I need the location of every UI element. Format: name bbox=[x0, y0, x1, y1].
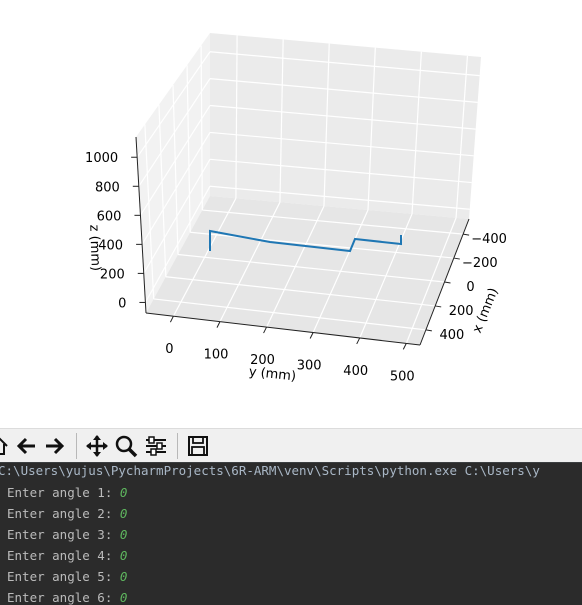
console-prompt-line: Enter angle 1: 0 bbox=[7, 482, 127, 503]
x-tick bbox=[425, 329, 432, 332]
console-prompt-line: Enter angle 5: 0 bbox=[7, 566, 127, 587]
prompt-text: Enter angle 5: bbox=[7, 569, 120, 584]
y-tick-label: 0 bbox=[165, 342, 173, 357]
console-prompt-line: Enter angle 2: 0 bbox=[7, 503, 127, 524]
console-prompt-line: Enter angle 4: 0 bbox=[7, 545, 127, 566]
back-pane-right bbox=[210, 33, 481, 219]
x-tick bbox=[444, 281, 451, 284]
prompt-input-value[interactable]: 0 bbox=[119, 485, 128, 500]
configure-subplots-button[interactable] bbox=[143, 432, 169, 460]
3d-plot[interactable]: 0 100 200 300 400 500 −400 −200 0 200 400 0 200 400 60… bbox=[0, 0, 582, 428]
y-tick-label: 400 bbox=[343, 364, 368, 379]
z-axis-label: z (mm) bbox=[86, 224, 103, 271]
console-prompt-line: Enter angle 6: 0 bbox=[7, 587, 127, 605]
y-tick bbox=[263, 326, 268, 334]
toolbar-separator bbox=[76, 433, 77, 459]
z-tick-label: 400 bbox=[98, 238, 123, 253]
series-line bbox=[209, 229, 402, 253]
prompt-text: Enter angle 2: bbox=[7, 506, 120, 521]
console-prompt-line: Enter angle 3: 0 bbox=[7, 524, 127, 545]
forward-button[interactable] bbox=[42, 432, 68, 460]
y-axis-label: y (mm) bbox=[248, 365, 297, 385]
forward-arrow-icon bbox=[46, 437, 65, 455]
y-tick-label: 100 bbox=[204, 348, 229, 363]
x-tick-label: 0 bbox=[466, 280, 474, 295]
x-tick-label: 200 bbox=[449, 304, 474, 319]
x-axis-label: x (mm) bbox=[470, 286, 502, 335]
y-tick-label: 200 bbox=[250, 353, 275, 368]
toolbar-separator bbox=[177, 433, 178, 459]
prompt-text: Enter angle 4: bbox=[7, 548, 120, 563]
zoom-button[interactable] bbox=[113, 432, 139, 460]
home-icon bbox=[0, 437, 8, 455]
x-tick bbox=[435, 305, 442, 308]
zoom-icon bbox=[115, 435, 138, 458]
console-command-line: C:\Users\yujus\PycharmProjects\6R-ARM\ve… bbox=[0, 463, 540, 478]
pan-icon bbox=[86, 435, 108, 457]
prompt-text: Enter angle 3: bbox=[7, 527, 120, 542]
back-arrow-icon bbox=[16, 437, 35, 455]
y-tick-label: 300 bbox=[297, 359, 322, 374]
z-tick-label: 800 bbox=[95, 180, 120, 195]
x-tick-label: −400 bbox=[471, 232, 507, 247]
x-tick-label: −200 bbox=[462, 256, 498, 271]
x-tick bbox=[453, 257, 460, 260]
prompt-input-value[interactable]: 0 bbox=[119, 548, 128, 563]
prompt-text: Enter angle 1: bbox=[7, 485, 120, 500]
y-tick bbox=[402, 343, 407, 350]
y-tick bbox=[309, 332, 314, 339]
back-button[interactable] bbox=[13, 432, 39, 460]
plot-toolbar bbox=[0, 428, 582, 463]
y-tick bbox=[356, 337, 361, 345]
prompt-input-value[interactable]: 0 bbox=[119, 527, 128, 542]
prompt-text: Enter angle 6: bbox=[7, 590, 120, 605]
z-tick-label: 600 bbox=[97, 209, 122, 224]
y-tick-label: 500 bbox=[390, 369, 415, 384]
y-tick bbox=[216, 321, 221, 328]
z-tick-label: 200 bbox=[100, 267, 125, 282]
y-tick bbox=[169, 315, 174, 323]
x-tick bbox=[463, 233, 470, 236]
pan-button[interactable] bbox=[84, 432, 110, 460]
z-tick-label: 0 bbox=[118, 296, 126, 311]
prompt-input-value[interactable]: 0 bbox=[119, 590, 128, 605]
plot-area[interactable]: 0 100 200 300 400 500 −400 −200 0 200 400 0 200 400 60… bbox=[0, 0, 582, 428]
prompt-input-value[interactable]: 0 bbox=[119, 506, 128, 521]
save-button[interactable] bbox=[185, 432, 211, 460]
grid-lines bbox=[136, 35, 480, 344]
prompt-input-value[interactable]: 0 bbox=[119, 569, 128, 584]
run-console[interactable]: C:\Users\yujus\PycharmProjects\6R-ARM\ve… bbox=[0, 462, 582, 605]
back-pane-left bbox=[136, 33, 210, 313]
configure-subplots-icon bbox=[146, 436, 166, 456]
home-button[interactable] bbox=[0, 432, 12, 460]
save-icon bbox=[188, 436, 208, 456]
x-tick-label: 400 bbox=[439, 328, 464, 343]
z-tick-label: 1000 bbox=[85, 151, 118, 166]
